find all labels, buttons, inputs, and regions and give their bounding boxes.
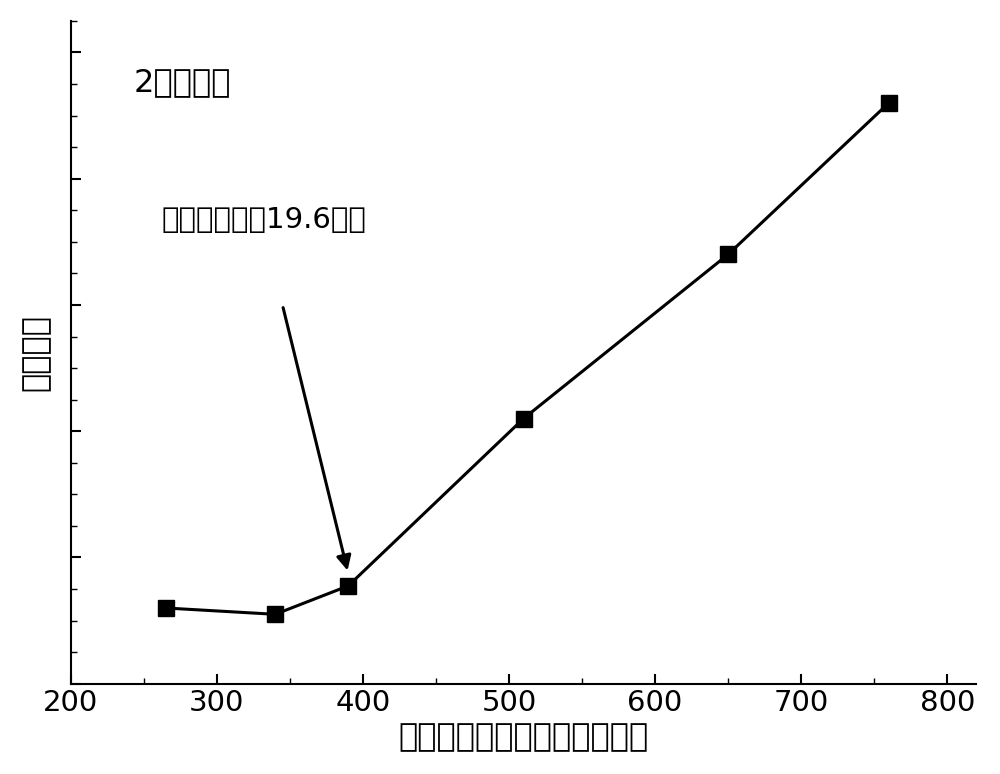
X-axis label: 泵浦能量的平方（纳焉平方）: 泵浦能量的平方（纳焉平方） — [398, 722, 649, 753]
Text: 2光子激光: 2光子激光 — [134, 67, 231, 98]
Y-axis label: 发射强度: 发射强度 — [21, 313, 52, 391]
Text: 激射阀值约为19.6纳焉: 激射阀值约为19.6纳焉 — [161, 207, 366, 235]
